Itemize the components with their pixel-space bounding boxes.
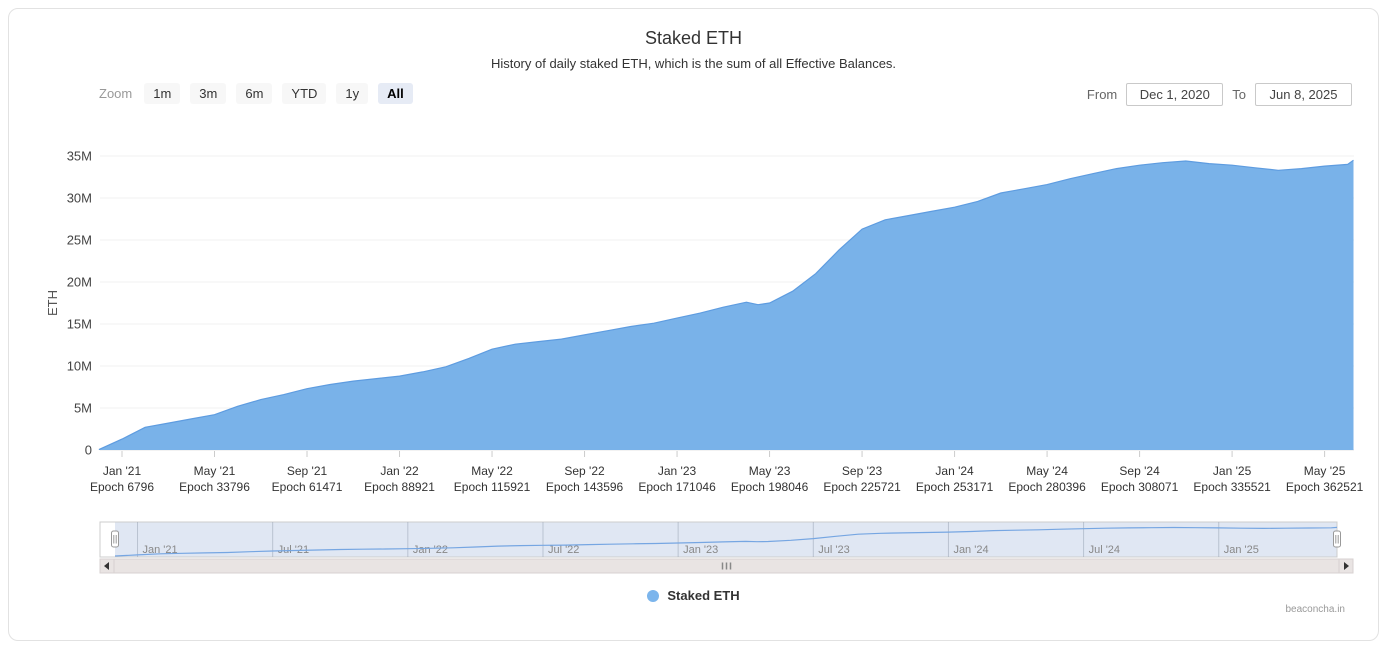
y-axis-label: 30M xyxy=(67,191,92,206)
y-axis-label: 10M xyxy=(67,359,92,374)
scrollbar[interactable] xyxy=(99,558,1354,574)
navigator-handle-right[interactable] xyxy=(1333,530,1341,548)
x-axis-label-epoch: Epoch 61471 xyxy=(272,480,343,494)
y-axis-label: 35M xyxy=(67,149,92,164)
x-axis-label-epoch: Epoch 280396 xyxy=(1008,480,1086,494)
navigator[interactable]: Jan '21 Jul '21 Jan '22 Jul '22 Jan '23 Jul '… xyxy=(99,521,1341,558)
x-axis-label-epoch: Epoch 143596 xyxy=(546,480,624,494)
navigator-label: Jul '22 xyxy=(548,544,579,556)
y-axis-label: 5M xyxy=(74,401,92,416)
x-axis-label-epoch: Epoch 308071 xyxy=(1101,480,1179,494)
range-selector-buttons: Zoom 1m 3m 6m YTD 1y All xyxy=(99,83,413,104)
x-axis-labels: Jan '21 Epoch 6796 May '21 Epoch 33796 Sep '… xyxy=(90,451,1364,494)
x-axis-label-date: Sep '22 xyxy=(564,464,605,478)
staked-eth-area-series[interactable] xyxy=(98,160,1354,450)
zoom-button-1m[interactable]: 1m xyxy=(144,83,181,104)
legend-marker-icon xyxy=(647,589,660,602)
legend-series-label: Staked ETH xyxy=(667,588,740,603)
from-date-input[interactable] xyxy=(1126,83,1224,106)
credits-link[interactable]: beaconcha.in xyxy=(1285,604,1346,615)
x-axis-label-date: Sep '21 xyxy=(287,464,328,478)
x-axis-label-date: May '25 xyxy=(1304,464,1346,478)
x-axis-label-epoch: Epoch 115921 xyxy=(454,480,531,494)
zoom-button-all[interactable]: All xyxy=(378,83,413,104)
y-axis-label: 15M xyxy=(67,317,92,332)
x-axis-label-date: Sep '23 xyxy=(842,464,883,478)
navigator-label: Jul '24 xyxy=(1089,544,1120,556)
x-axis-label-epoch: Epoch 225721 xyxy=(823,480,901,494)
x-axis-label-date: Jan '22 xyxy=(380,464,419,478)
y-axis-label: 25M xyxy=(67,233,92,248)
legend[interactable]: Staked ETH xyxy=(0,588,1387,603)
x-axis-label-epoch: Epoch 33796 xyxy=(179,480,250,494)
navigator-label: Jan '22 xyxy=(413,544,448,556)
navigator-label: Jan '23 xyxy=(683,544,718,556)
y-axis-labels: 0 5M 10M 15M 20M 25M 30M 35M xyxy=(67,149,92,458)
y-axis-label: 0 xyxy=(85,443,92,458)
zoom-button-1y[interactable]: 1y xyxy=(336,83,369,104)
navigator-label: Jan '25 xyxy=(1224,544,1259,556)
to-label: To xyxy=(1232,87,1246,102)
x-axis-label-epoch: Epoch 171046 xyxy=(638,480,716,494)
y-axis-title: ETH xyxy=(45,290,60,316)
scrollbar-left-arrow-icon[interactable] xyxy=(104,562,109,570)
chart-subtitle: History of daily staked ETH, which is th… xyxy=(490,56,897,71)
navigator-handle-left[interactable] xyxy=(111,530,119,548)
page-title: Staked ETH xyxy=(644,28,743,48)
x-axis-label-date: Jan '25 xyxy=(1213,464,1252,478)
y-axis-label: 20M xyxy=(67,275,92,290)
x-axis-label-date: Jan '24 xyxy=(935,464,974,478)
x-axis-label-epoch: Epoch 253171 xyxy=(916,480,994,494)
x-axis-label-epoch: Epoch 362521 xyxy=(1286,480,1364,494)
from-label: From xyxy=(1086,87,1118,102)
navigator-label: Jul '23 xyxy=(818,544,849,556)
x-axis-label-date: Jan '23 xyxy=(658,464,697,478)
x-axis-label-epoch: Epoch 198046 xyxy=(731,480,809,494)
to-date-input[interactable] xyxy=(1255,83,1352,106)
zoom-button-6m[interactable]: 6m xyxy=(236,83,273,104)
x-axis-label-date: May '24 xyxy=(1026,464,1068,478)
x-axis-label-date: May '22 xyxy=(471,464,513,478)
zoom-label: Zoom xyxy=(99,86,133,101)
zoom-button-ytd[interactable]: YTD xyxy=(282,83,327,104)
x-axis-label-epoch: Epoch 88921 xyxy=(364,480,435,494)
zoom-button-3m[interactable]: 3m xyxy=(190,83,227,104)
navigator-series-line xyxy=(114,526,1338,557)
navigator-label: Jan '21 xyxy=(143,544,178,556)
x-axis-label-date: Sep '24 xyxy=(1119,464,1160,478)
x-axis-label-date: May '23 xyxy=(749,464,791,478)
date-range-inputs: From To xyxy=(1087,83,1352,106)
x-axis-label-date: May '21 xyxy=(194,464,236,478)
x-axis-label-date: Jan '21 xyxy=(103,464,142,478)
staked-eth-series-line xyxy=(98,159,1354,451)
x-axis-label-epoch: Epoch 335521 xyxy=(1193,480,1271,494)
navigator-label: Jan '24 xyxy=(953,544,988,556)
scrollbar-right-arrow-icon[interactable] xyxy=(1344,562,1349,570)
x-axis-label-epoch: Epoch 6796 xyxy=(90,480,154,494)
